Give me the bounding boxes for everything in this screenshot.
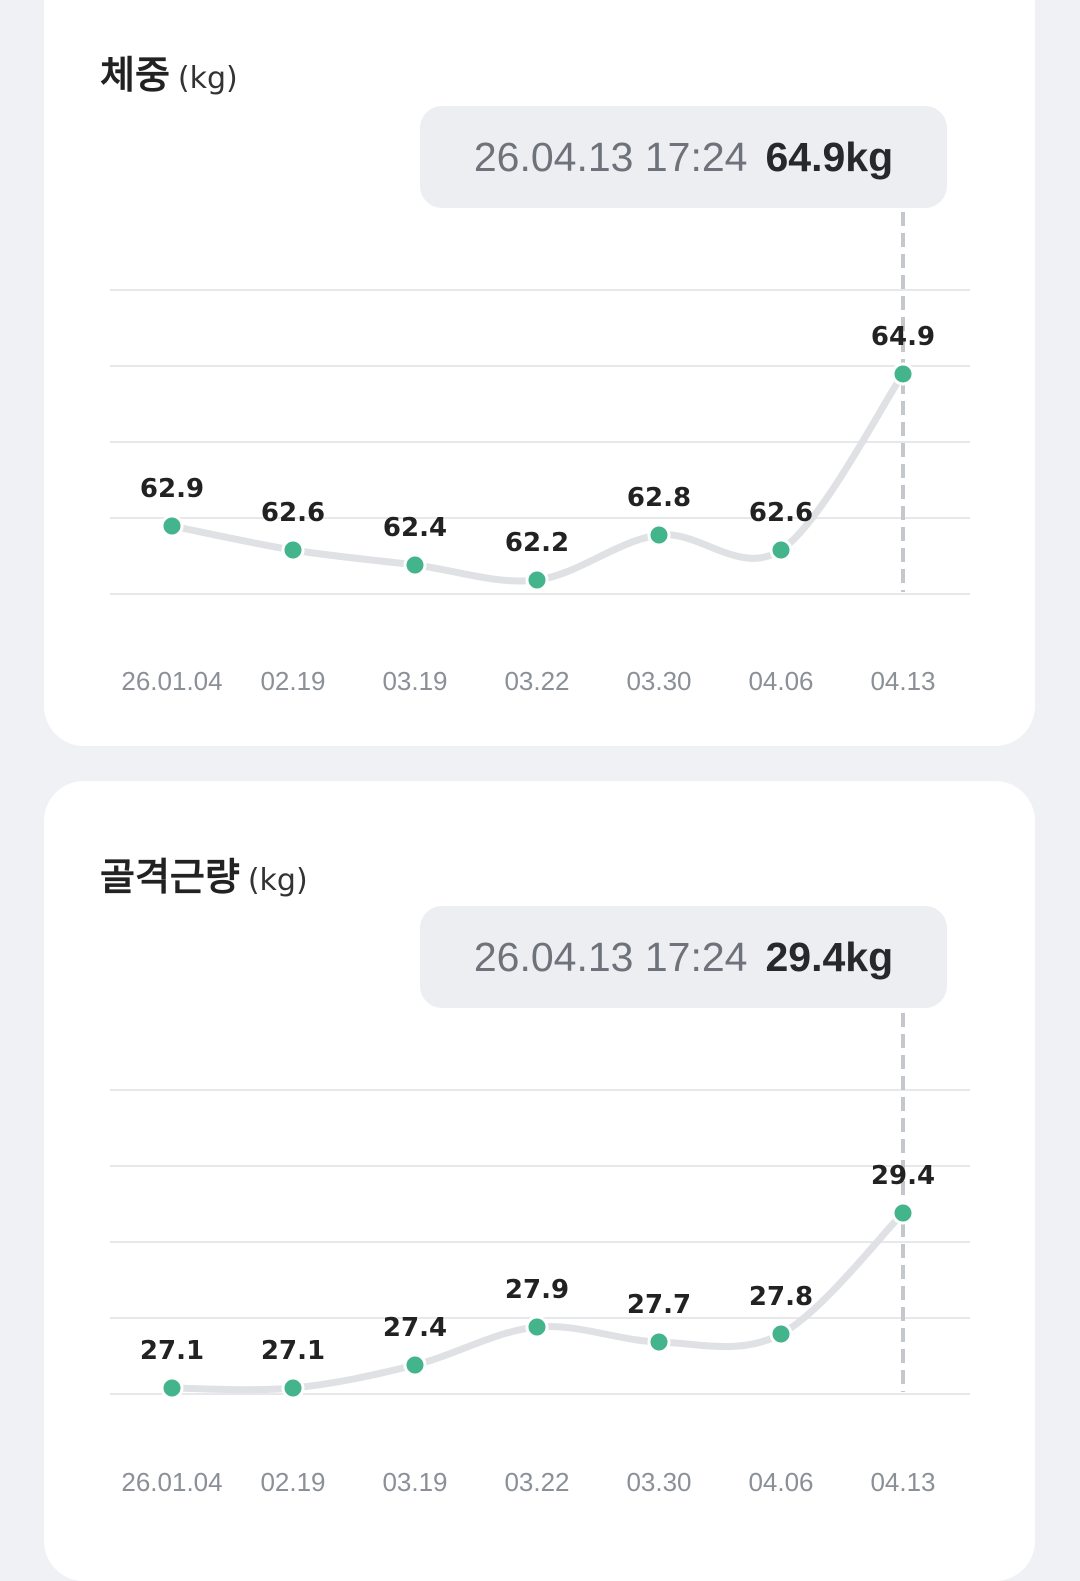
x-tick-label: 03.30: [626, 666, 691, 696]
chart-title-text: 체중: [100, 53, 170, 97]
data-point[interactable]: [403, 1353, 427, 1377]
muscle-chart-card: 골격근량 (kg) 26.04.13 17:24 29.4kg 27.1 27.1 2…: [44, 781, 1035, 1581]
data-label: 27.8: [749, 1282, 813, 1312]
chart-title: 골격근량 (kg): [100, 846, 308, 901]
x-tick-label: 26.01.04: [121, 1467, 222, 1497]
x-tick-label: 04.13: [870, 666, 935, 696]
data-point[interactable]: [647, 523, 671, 547]
x-tick-label: 03.22: [504, 1467, 569, 1497]
data-point[interactable]: [160, 514, 184, 538]
data-point[interactable]: [891, 362, 915, 386]
weight-line-chart[interactable]: 62.9 62.6 62.4 62.2 62.8 62.6 64.9 26.01.04 02.1…: [44, 0, 1035, 746]
data-label: 62.2: [505, 528, 569, 558]
data-label: 62.6: [261, 498, 325, 528]
data-label: 27.1: [261, 1336, 325, 1366]
data-label: 27.1: [140, 1336, 204, 1366]
chart-unit: (kg): [177, 61, 238, 96]
x-tick-label: 02.19: [260, 1467, 325, 1497]
data-point[interactable]: [525, 1315, 549, 1339]
chart-title-text: 골격근량: [100, 855, 240, 899]
x-tick-label: 26.01.04: [121, 666, 222, 696]
tooltip-date: 26.04.13 17:24: [473, 933, 748, 980]
data-point[interactable]: [403, 553, 427, 577]
data-label: 27.7: [627, 1290, 691, 1320]
tooltip-date: 26.04.13 17:24: [473, 133, 748, 180]
x-tick-label: 04.06: [748, 1467, 813, 1497]
chart-unit: (kg): [247, 863, 308, 898]
tooltip-value: 29.4kg: [765, 933, 894, 980]
x-tick-label: 03.30: [626, 1467, 691, 1497]
weight-chart-card: 체중 (kg) 26.04.13 17:24 64.9kg 62.9 62.6 62.…: [44, 0, 1035, 746]
data-label: 62.9: [140, 474, 204, 504]
data-label: 29.4: [871, 1161, 935, 1191]
data-label: 27.4: [383, 1313, 447, 1343]
tooltip-value: 64.9kg: [765, 133, 894, 180]
data-point[interactable]: [160, 1376, 184, 1400]
data-label: 27.9: [505, 1275, 569, 1305]
x-tick-label: 02.19: [260, 666, 325, 696]
data-point[interactable]: [281, 538, 305, 562]
x-tick-label: 03.19: [382, 1467, 447, 1497]
data-label: 62.6: [749, 498, 813, 528]
muscle-line-chart[interactable]: 27.1 27.1 27.4 27.9 27.7 27.8 29.4 26.01.04 02.1…: [44, 781, 1035, 1581]
selected-point-tooltip: 26.04.13 17:24 64.9kg: [420, 106, 947, 208]
chart-title: 체중 (kg): [100, 44, 238, 99]
data-point[interactable]: [891, 1201, 915, 1225]
x-tick-label: 04.06: [748, 666, 813, 696]
data-label: 64.9: [871, 322, 935, 352]
data-point[interactable]: [769, 1322, 793, 1346]
grid-lines: [110, 1089, 970, 1395]
grid-lines: [110, 289, 970, 595]
selected-point-tooltip: 26.04.13 17:24 29.4kg: [420, 906, 947, 1008]
x-tick-label: 03.22: [504, 666, 569, 696]
data-label: 62.8: [627, 483, 691, 513]
data-point[interactable]: [525, 568, 549, 592]
data-point[interactable]: [769, 538, 793, 562]
x-tick-label: 03.19: [382, 666, 447, 696]
data-point[interactable]: [281, 1376, 305, 1400]
x-tick-label: 04.13: [870, 1467, 935, 1497]
data-label: 62.4: [383, 513, 447, 543]
data-point[interactable]: [647, 1330, 671, 1354]
